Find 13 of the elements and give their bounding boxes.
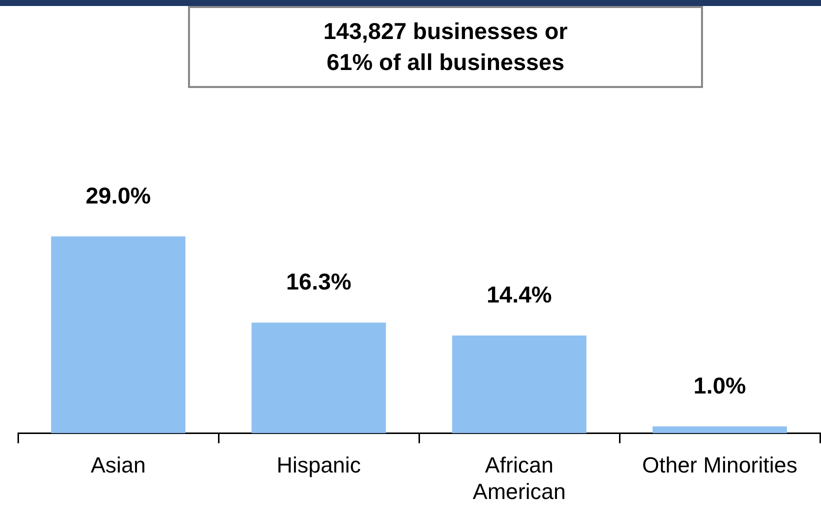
x-tick-label: Hispanic xyxy=(276,452,361,478)
text: 143,827 businesses or 61% of all businesses xyxy=(188,6,703,88)
bar xyxy=(452,335,586,434)
bar xyxy=(51,236,186,434)
x-tick-label: Other Minorities xyxy=(642,452,798,478)
data-label: 14.4% xyxy=(486,281,552,308)
x-tick-label: Asian xyxy=(90,452,146,478)
bar xyxy=(652,426,787,434)
bar xyxy=(252,322,386,434)
data-label: 1.0% xyxy=(694,372,746,398)
data-label: 16.3% xyxy=(286,268,352,294)
data-label: 29.0% xyxy=(86,182,151,208)
x-tick-label: African American xyxy=(472,452,566,504)
